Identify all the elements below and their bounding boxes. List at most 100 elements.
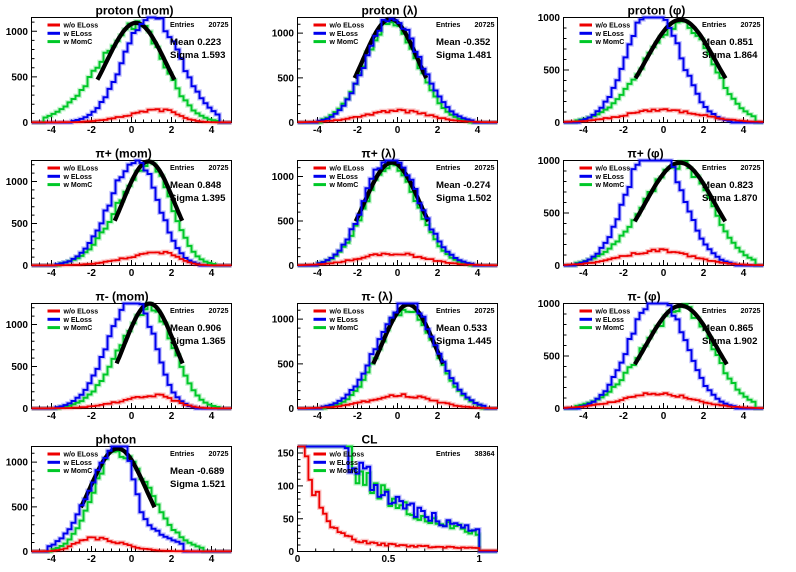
svg-text:-4: -4 <box>47 411 56 422</box>
svg-text:-2: -2 <box>619 125 628 136</box>
svg-text:-2: -2 <box>353 125 362 136</box>
svg-text:-2: -2 <box>619 411 628 422</box>
svg-text:0: 0 <box>395 411 401 422</box>
svg-text:w ELoss: w ELoss <box>63 31 93 38</box>
svg-text:0: 0 <box>288 547 294 558</box>
svg-text:w/o ELoss: w/o ELoss <box>63 452 99 459</box>
svg-text:proton (mom): proton (mom) <box>96 4 174 18</box>
svg-text:20725: 20725 <box>475 20 495 29</box>
svg-text:2: 2 <box>169 554 175 565</box>
svg-text:Entries: Entries <box>170 20 194 29</box>
svg-text:-4: -4 <box>579 411 588 422</box>
svg-text:Sigma 1.365: Sigma 1.365 <box>170 336 226 347</box>
svg-text:proton (φ): proton (φ) <box>628 4 686 18</box>
svg-text:2: 2 <box>435 125 441 136</box>
svg-text:20725: 20725 <box>209 449 229 458</box>
svg-text:w/o ELoss: w/o ELoss <box>329 452 365 459</box>
svg-text:-4: -4 <box>313 411 322 422</box>
svg-text:Mean 0.823: Mean 0.823 <box>702 180 753 191</box>
svg-text:π- (mom): π- (mom) <box>96 290 149 304</box>
svg-text:4: 4 <box>209 411 215 422</box>
svg-text:w ELoss: w ELoss <box>595 317 625 324</box>
svg-text:π+ (λ): π+ (λ) <box>362 147 396 161</box>
svg-text:500: 500 <box>11 72 28 83</box>
svg-text:Mean 0.865: Mean 0.865 <box>702 323 754 334</box>
svg-text:Entries: Entries <box>436 163 460 172</box>
svg-text:Entries: Entries <box>170 306 194 315</box>
svg-text:0: 0 <box>395 268 401 279</box>
svg-text:π- (φ): π- (φ) <box>628 290 661 304</box>
svg-text:-2: -2 <box>353 411 362 422</box>
svg-text:4: 4 <box>741 411 747 422</box>
svg-text:0: 0 <box>661 125 667 136</box>
svg-text:38364: 38364 <box>475 449 495 458</box>
svg-text:0: 0 <box>554 118 560 129</box>
svg-text:w MomC: w MomC <box>63 39 93 46</box>
svg-text:-4: -4 <box>47 554 56 565</box>
svg-text:w ELoss: w ELoss <box>63 317 93 324</box>
svg-text:Mean 0.533: Mean 0.533 <box>436 323 487 334</box>
svg-text:0: 0 <box>129 554 135 565</box>
svg-text:150: 150 <box>277 449 294 460</box>
svg-text:CL: CL <box>362 433 378 447</box>
svg-text:w MomC: w MomC <box>63 325 93 332</box>
svg-text:500: 500 <box>543 66 560 77</box>
svg-text:w/o ELoss: w/o ELoss <box>63 166 99 173</box>
svg-text:-4: -4 <box>47 268 56 279</box>
svg-text:4: 4 <box>475 411 481 422</box>
svg-text:w ELoss: w ELoss <box>595 31 625 38</box>
svg-text:0: 0 <box>661 411 667 422</box>
svg-text:w MomC: w MomC <box>595 39 625 46</box>
svg-text:w/o ELoss: w/o ELoss <box>63 23 99 30</box>
svg-text:π- (λ): π- (λ) <box>362 290 393 304</box>
svg-text:w ELoss: w ELoss <box>329 31 359 38</box>
svg-text:-2: -2 <box>87 268 96 279</box>
svg-text:Mean 0.851: Mean 0.851 <box>702 37 754 48</box>
svg-text:proton (λ): proton (λ) <box>362 4 418 18</box>
svg-text:w/o ELoss: w/o ELoss <box>329 309 365 316</box>
svg-text:w MomC: w MomC <box>595 325 625 332</box>
svg-text:w ELoss: w ELoss <box>329 460 359 467</box>
svg-text:0: 0 <box>129 125 135 136</box>
svg-text:500: 500 <box>11 219 28 230</box>
svg-text:2: 2 <box>701 125 707 136</box>
svg-text:0: 0 <box>129 268 135 279</box>
svg-text:0: 0 <box>554 404 560 415</box>
svg-text:1000: 1000 <box>6 177 29 188</box>
svg-text:4: 4 <box>209 554 215 565</box>
svg-text:w MomC: w MomC <box>63 182 93 189</box>
svg-text:Entries: Entries <box>702 163 726 172</box>
svg-text:Mean -0.352: Mean -0.352 <box>436 37 490 48</box>
svg-text:4: 4 <box>209 268 215 279</box>
svg-text:w MomC: w MomC <box>595 182 625 189</box>
svg-text:w ELoss: w ELoss <box>329 317 359 324</box>
svg-text:w/o ELoss: w/o ELoss <box>595 23 631 30</box>
svg-text:4: 4 <box>209 125 215 136</box>
svg-text:w/o ELoss: w/o ELoss <box>595 309 631 316</box>
svg-text:w/o ELoss: w/o ELoss <box>329 166 365 173</box>
svg-text:1000: 1000 <box>272 315 295 326</box>
svg-text:Entries: Entries <box>170 449 194 458</box>
svg-text:-4: -4 <box>313 268 322 279</box>
svg-text:4: 4 <box>475 125 481 136</box>
svg-text:0: 0 <box>22 118 28 129</box>
svg-text:4: 4 <box>741 268 747 279</box>
svg-text:1: 1 <box>477 554 483 565</box>
svg-text:500: 500 <box>277 73 294 84</box>
svg-text:500: 500 <box>11 362 28 373</box>
svg-text:-2: -2 <box>353 268 362 279</box>
svg-text:w ELoss: w ELoss <box>63 460 93 467</box>
svg-text:0: 0 <box>661 268 667 279</box>
svg-text:2: 2 <box>435 411 441 422</box>
svg-text:0: 0 <box>22 547 28 558</box>
svg-text:500: 500 <box>543 209 560 220</box>
svg-text:0: 0 <box>22 404 28 415</box>
svg-text:20725: 20725 <box>475 163 495 172</box>
svg-text:1000: 1000 <box>6 458 29 469</box>
svg-text:w/o ELoss: w/o ELoss <box>595 166 631 173</box>
svg-text:20725: 20725 <box>475 306 495 315</box>
svg-text:2: 2 <box>701 268 707 279</box>
svg-text:Entries: Entries <box>702 20 726 29</box>
svg-text:20725: 20725 <box>209 306 229 315</box>
svg-text:w MomC: w MomC <box>329 468 359 475</box>
